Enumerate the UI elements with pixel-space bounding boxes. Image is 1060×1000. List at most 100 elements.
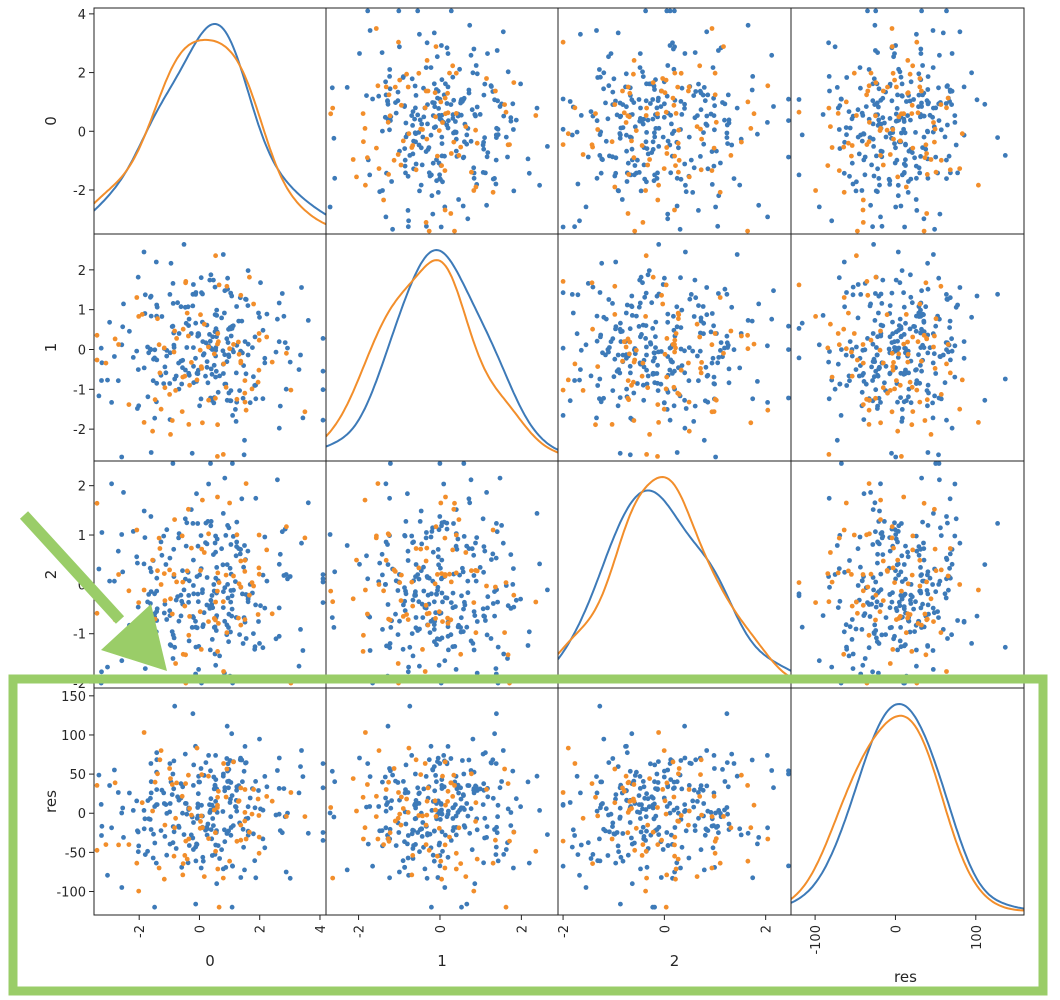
scatter-point xyxy=(201,550,207,555)
scatter-point xyxy=(945,636,950,641)
scatter-point xyxy=(664,93,670,99)
scatter-point xyxy=(855,134,861,140)
scatter-point xyxy=(418,145,424,151)
scatter-point xyxy=(364,553,369,559)
scatter-point xyxy=(911,324,916,329)
scatter-point xyxy=(413,816,419,821)
scatter-point xyxy=(227,500,233,506)
scatter-point xyxy=(662,275,667,281)
scatter-point xyxy=(373,814,379,819)
scatter-point xyxy=(223,794,229,800)
panel-res-vs-2 xyxy=(560,703,791,910)
scatter-point xyxy=(398,822,404,828)
scatter-point xyxy=(200,858,206,864)
scatter-point xyxy=(813,600,818,605)
scatter-point xyxy=(176,535,182,541)
scatter-point xyxy=(537,808,542,813)
scatter-point xyxy=(534,511,540,516)
scatter-point xyxy=(126,328,132,334)
scatter-point xyxy=(229,613,235,619)
scatter-point xyxy=(560,290,566,296)
scatter-point xyxy=(709,168,715,174)
scatter-point xyxy=(878,481,883,487)
scatter-point xyxy=(1002,644,1008,650)
scatter-point xyxy=(183,781,189,786)
scatter-point xyxy=(364,93,369,98)
scatter-point xyxy=(220,252,226,257)
scatter-point xyxy=(439,77,445,83)
scatter-point xyxy=(786,118,791,123)
scatter-point xyxy=(847,173,852,179)
scatter-point xyxy=(923,280,929,286)
panel-frame xyxy=(93,7,327,235)
scatter-point xyxy=(816,342,822,348)
scatter-point xyxy=(296,367,302,372)
scatter-point xyxy=(493,157,499,163)
scatter-point xyxy=(610,89,616,95)
scatter-point xyxy=(658,104,664,109)
scatter-point xyxy=(331,625,337,630)
scatter-point xyxy=(277,551,283,557)
scatter-point xyxy=(672,337,678,343)
scatter-point xyxy=(511,80,517,85)
scatter-point xyxy=(686,134,692,140)
scatter-point xyxy=(432,581,438,587)
scatter-point xyxy=(926,611,931,617)
scatter-point xyxy=(938,157,944,163)
scatter-point xyxy=(468,477,474,483)
scatter-point xyxy=(627,820,633,825)
scatter-point xyxy=(251,301,256,307)
scatter-point xyxy=(213,374,219,380)
scatter-point xyxy=(737,182,743,188)
scatter-point xyxy=(431,81,437,87)
scatter-point xyxy=(880,558,886,564)
scatter-point xyxy=(242,378,248,383)
scatter-point xyxy=(933,169,939,175)
scatter-point xyxy=(344,543,350,548)
scatter-point xyxy=(937,211,943,217)
scatter-point xyxy=(629,313,635,318)
scatter-point xyxy=(241,844,247,850)
scatter-point xyxy=(216,788,221,794)
scatter-point xyxy=(191,783,196,788)
scatter-point xyxy=(212,540,218,546)
scatter-point xyxy=(627,326,633,332)
scatter-point xyxy=(890,70,896,76)
scatter-point xyxy=(660,787,666,792)
scatter-point xyxy=(894,157,900,163)
scatter-point xyxy=(826,452,832,457)
scatter-point xyxy=(252,858,258,864)
scatter-point xyxy=(947,565,952,571)
scatter-point xyxy=(157,546,163,551)
scatter-point xyxy=(367,804,373,809)
scatter-point xyxy=(492,176,497,181)
scatter-point xyxy=(437,172,442,178)
scatter-point xyxy=(227,800,233,805)
scatter-point xyxy=(623,310,629,316)
scatter-point xyxy=(320,838,326,843)
scatter-point xyxy=(625,830,631,836)
scatter-point xyxy=(415,8,421,14)
scatter-point xyxy=(425,121,430,127)
panel-frame xyxy=(790,687,1025,916)
scatter-point xyxy=(474,104,480,110)
scatter-point xyxy=(190,711,196,717)
scatter-point xyxy=(320,785,326,791)
scatter-point xyxy=(453,130,459,136)
scatter-point xyxy=(411,539,416,545)
scatter-point xyxy=(494,125,499,131)
scatter-point xyxy=(200,624,206,630)
scatter-point xyxy=(240,591,245,597)
scatter-point xyxy=(176,797,182,803)
scatter-point xyxy=(690,190,696,195)
scatter-point xyxy=(357,51,362,56)
scatter-point xyxy=(924,579,929,585)
scatter-point xyxy=(644,179,649,185)
scatter-point xyxy=(148,313,154,319)
scatter-point xyxy=(701,320,707,326)
scatter-point xyxy=(374,145,379,151)
scatter-point xyxy=(624,750,630,756)
scatter-point xyxy=(974,97,980,103)
scatter-point xyxy=(163,802,169,807)
scatter-point xyxy=(495,599,500,605)
